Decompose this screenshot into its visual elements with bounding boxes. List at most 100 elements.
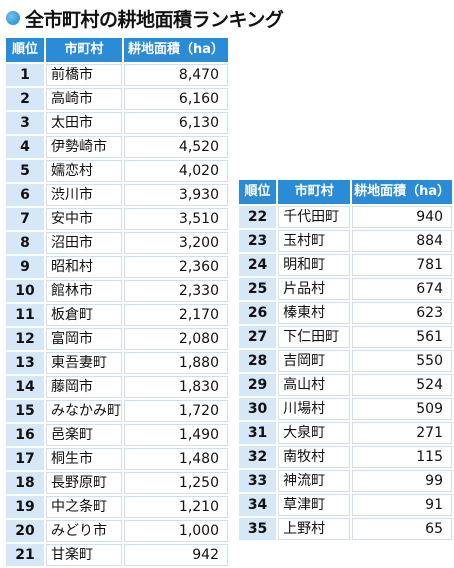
name-cell: 片品村 bbox=[278, 278, 351, 300]
table-row: 5 嬬恋村 4,020 bbox=[6, 160, 228, 182]
table-row: 29 高山村 524 bbox=[239, 374, 452, 396]
table-row: 35 上野村 65 bbox=[239, 518, 452, 540]
table-row: 17 桐生市 1,480 bbox=[6, 448, 228, 470]
table-row: 16 邑楽町 1,490 bbox=[6, 424, 228, 446]
rank-cell: 23 bbox=[239, 230, 277, 252]
rank-cell: 14 bbox=[6, 376, 44, 398]
name-cell: 下仁田町 bbox=[278, 326, 351, 348]
val-cell: 115 bbox=[352, 446, 452, 468]
val-cell: 781 bbox=[352, 254, 452, 276]
val-cell: 1,480 bbox=[124, 448, 228, 470]
rank-cell: 25 bbox=[239, 278, 277, 300]
rank-cell: 3 bbox=[6, 112, 44, 134]
ranking-table-left: 順位 市町村 耕地面積（ha） 1 前橋市 8,470 2 高崎市 6,160 3 太田市 6,… bbox=[4, 36, 230, 568]
rank-cell: 16 bbox=[6, 424, 44, 446]
header-area: 耕地面積（ha） bbox=[124, 38, 228, 62]
rank-cell: 10 bbox=[6, 280, 44, 302]
header-name: 市町村 bbox=[278, 180, 351, 204]
table-row: 7 安中市 3,510 bbox=[6, 208, 228, 230]
val-cell: 3,510 bbox=[124, 208, 228, 230]
name-cell: 長野原町 bbox=[46, 472, 122, 494]
table-row: 24 明和町 781 bbox=[239, 254, 452, 276]
table-row: 14 藤岡市 1,830 bbox=[6, 376, 228, 398]
val-cell: 2,360 bbox=[124, 256, 228, 278]
rank-cell: 17 bbox=[6, 448, 44, 470]
name-cell: 昭和村 bbox=[46, 256, 122, 278]
rank-cell: 32 bbox=[239, 446, 277, 468]
table-row: 30 川場村 509 bbox=[239, 398, 452, 420]
rank-cell: 1 bbox=[6, 64, 44, 86]
table-row: 26 榛東村 623 bbox=[239, 302, 452, 324]
rank-cell: 7 bbox=[6, 208, 44, 230]
table-row: 20 みどり市 1,000 bbox=[6, 520, 228, 542]
rank-cell: 6 bbox=[6, 184, 44, 206]
val-cell: 1,720 bbox=[124, 400, 228, 422]
table-row: 8 沼田市 3,200 bbox=[6, 232, 228, 254]
header-area: 耕地面積（ha） bbox=[352, 180, 452, 204]
rank-cell: 11 bbox=[6, 304, 44, 326]
name-cell: 高山村 bbox=[278, 374, 351, 396]
rank-cell: 30 bbox=[239, 398, 277, 420]
rank-cell: 28 bbox=[239, 350, 277, 372]
table-row: 4 伊勢崎市 4,520 bbox=[6, 136, 228, 158]
name-cell: 安中市 bbox=[46, 208, 122, 230]
name-cell: 板倉町 bbox=[46, 304, 122, 326]
name-cell: 館林市 bbox=[46, 280, 122, 302]
rank-cell: 31 bbox=[239, 422, 277, 444]
header-rank: 順位 bbox=[6, 38, 44, 62]
name-cell: 吉岡町 bbox=[278, 350, 351, 372]
rank-cell: 9 bbox=[6, 256, 44, 278]
val-cell: 1,830 bbox=[124, 376, 228, 398]
name-cell: 前橋市 bbox=[46, 64, 122, 86]
name-cell: 高崎市 bbox=[46, 88, 122, 110]
rank-cell: 22 bbox=[239, 206, 277, 228]
table-row: 23 玉村町 884 bbox=[239, 230, 452, 252]
table-row: 32 南牧村 115 bbox=[239, 446, 452, 468]
val-cell: 1,210 bbox=[124, 496, 228, 518]
rank-cell: 8 bbox=[6, 232, 44, 254]
name-cell: 沼田市 bbox=[46, 232, 122, 254]
val-cell: 4,020 bbox=[124, 160, 228, 182]
table-row: 2 高崎市 6,160 bbox=[6, 88, 228, 110]
val-cell: 91 bbox=[352, 494, 452, 516]
name-cell: 上野村 bbox=[278, 518, 351, 540]
val-cell: 2,170 bbox=[124, 304, 228, 326]
name-cell: 榛東村 bbox=[278, 302, 351, 324]
val-cell: 884 bbox=[352, 230, 452, 252]
val-cell: 509 bbox=[352, 398, 452, 420]
header-name: 市町村 bbox=[46, 38, 122, 62]
val-cell: 3,930 bbox=[124, 184, 228, 206]
table-row: 28 吉岡町 550 bbox=[239, 350, 452, 372]
val-cell: 3,200 bbox=[124, 232, 228, 254]
val-cell: 623 bbox=[352, 302, 452, 324]
val-cell: 1,250 bbox=[124, 472, 228, 494]
val-cell: 6,160 bbox=[124, 88, 228, 110]
name-cell: 甘楽町 bbox=[46, 544, 122, 566]
name-cell: 藤岡市 bbox=[46, 376, 122, 398]
rank-cell: 35 bbox=[239, 518, 277, 540]
name-cell: 桐生市 bbox=[46, 448, 122, 470]
table-row: 15 みなかみ町 1,720 bbox=[6, 400, 228, 422]
name-cell: 嬬恋村 bbox=[46, 160, 122, 182]
val-cell: 6,130 bbox=[124, 112, 228, 134]
val-cell: 1,880 bbox=[124, 352, 228, 374]
rank-cell: 4 bbox=[6, 136, 44, 158]
val-cell: 271 bbox=[352, 422, 452, 444]
name-cell: 玉村町 bbox=[278, 230, 351, 252]
table-row: 10 館林市 2,330 bbox=[6, 280, 228, 302]
val-cell: 561 bbox=[352, 326, 452, 348]
name-cell: 東吾妻町 bbox=[46, 352, 122, 374]
table-row: 21 甘楽町 942 bbox=[6, 544, 228, 566]
name-cell: みどり市 bbox=[46, 520, 122, 542]
rank-cell: 20 bbox=[6, 520, 44, 542]
rank-cell: 26 bbox=[239, 302, 277, 324]
page-title: 全市町村の耕地面積ランキング bbox=[6, 4, 284, 32]
name-cell: 伊勢崎市 bbox=[46, 136, 122, 158]
name-cell: 千代田町 bbox=[278, 206, 351, 228]
val-cell: 1,490 bbox=[124, 424, 228, 446]
title-text: 全市町村の耕地面積ランキング bbox=[25, 8, 284, 31]
val-cell: 674 bbox=[352, 278, 452, 300]
name-cell: 神流町 bbox=[278, 470, 351, 492]
table-row: 11 板倉町 2,170 bbox=[6, 304, 228, 326]
name-cell: 大泉町 bbox=[278, 422, 351, 444]
